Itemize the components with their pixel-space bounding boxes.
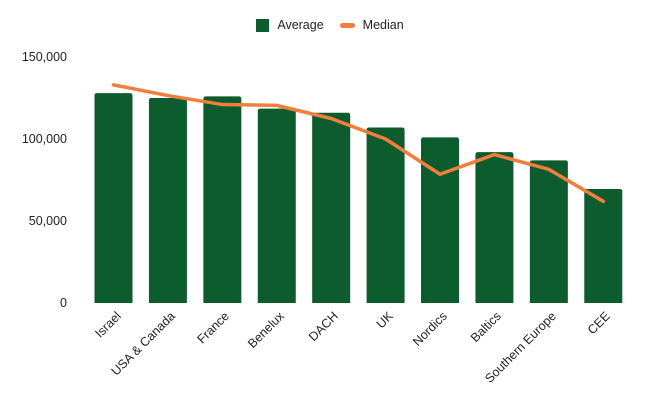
bar-southern-europe	[529, 160, 568, 303]
legend-item-average: Average	[256, 18, 324, 32]
bar-dach	[312, 112, 351, 303]
median-line	[111, 83, 606, 204]
bar-benelux	[257, 108, 296, 303]
bar-usa-canada	[148, 98, 187, 303]
average-swatch-icon	[256, 18, 270, 32]
legend-item-median: Median	[339, 18, 404, 32]
median-swatch-icon	[339, 22, 355, 28]
bar-france	[203, 96, 242, 303]
y-tick-label: 50,000	[28, 214, 67, 228]
bar-nordics	[421, 137, 460, 303]
bar-baltics	[475, 152, 514, 303]
y-tick-label: 100,000	[21, 132, 67, 146]
bar-cee	[584, 189, 623, 303]
bar-uk	[366, 127, 405, 304]
y-tick-label: 0	[60, 296, 67, 310]
y-tick-label: 150,000	[21, 50, 67, 64]
legend-label-average: Average	[277, 18, 324, 32]
chart-legend: Average Median	[0, 14, 660, 36]
bar-israel	[94, 93, 133, 303]
legend-label-median: Median	[362, 18, 404, 32]
